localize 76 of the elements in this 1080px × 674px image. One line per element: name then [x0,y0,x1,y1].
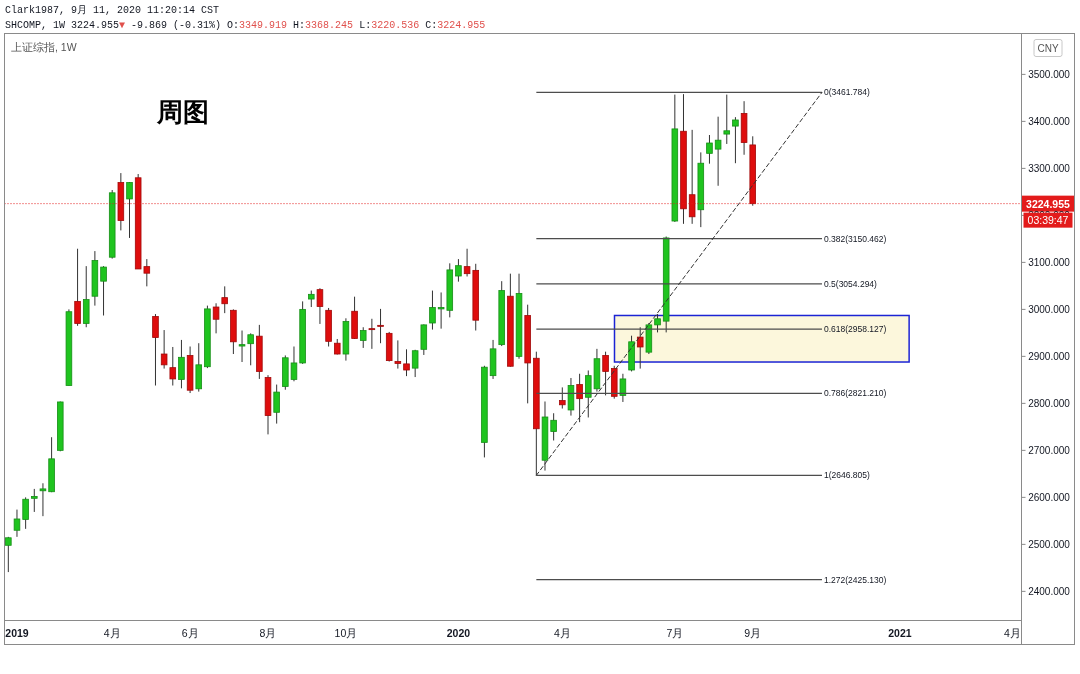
candlestick [273,384,280,425]
candlestick [359,326,367,349]
x-tick-label: 4月 [103,627,121,639]
y-tick-label: 3300.000 [1028,162,1071,174]
x-tick-label: 4月 [1003,627,1021,639]
candlestick [559,386,566,410]
candlestick [394,339,402,370]
candlestick [221,285,228,314]
candlestick [455,258,462,283]
ref-line-label: 0.382(3150.462) [823,233,887,244]
candlestick [126,181,133,239]
x-tick-label: 2019 [5,627,29,639]
candlestick [195,342,203,393]
candlestick [732,116,739,164]
y-axis-title: CNY [1037,42,1059,54]
text: 上证综指, 1W [11,41,77,53]
ref-line-label: 0.618(2958.127) [823,324,887,335]
candlestick [411,349,419,378]
candlestick [160,329,168,370]
candlestick [576,373,583,423]
candlestick [688,129,696,225]
y-tick-label: 2500.000 [1028,538,1071,550]
x-tick-label: 2021 [888,627,912,639]
candlestick [429,290,436,331]
candlestick [13,509,21,538]
candlestick [178,339,185,389]
ref-line-label: 3224.955 [1026,197,1071,210]
y-tick-label: 2600.000 [1028,491,1071,503]
candlestick [368,318,376,350]
y-tick-label: 2800.000 [1028,397,1071,409]
candlestick [723,94,731,145]
text: 周图 [156,97,209,127]
candlestick [74,248,81,327]
candlestick [82,265,90,328]
candlestick [39,482,47,517]
ref-line-label: 0.786(2821.210) [823,388,887,399]
ref-line-label: 0(3461.784) [823,87,870,98]
ref-line-label: 1(2646.805) [823,470,870,481]
candlestick [22,496,29,530]
y-tick-label: 3400.000 [1028,115,1071,127]
x-tick-label: 4月 [553,627,571,639]
currency-button: CNY [1033,39,1063,57]
candlestick [100,265,107,316]
y-tick-label: 3100.000 [1028,256,1071,268]
candlestick [247,332,254,366]
candlestick [152,313,159,387]
x-tick-label: 10月 [334,627,358,639]
x-tick-label: 6月 [181,627,199,639]
candlestick [654,313,661,333]
candlestick [316,287,324,325]
text: 03:39:47 [1027,214,1069,227]
candlestick [5,536,12,573]
y-tick-label: 3000.000 [1028,303,1071,315]
ref-line-label: 1.272(2425.130) [823,574,887,585]
x-tick-label: 8月 [259,627,277,639]
y-tick-label: 2700.000 [1028,444,1071,456]
candlestick [602,351,609,396]
candlestick [706,134,713,165]
x-tick-label: 7月 [666,627,684,639]
candlestick [714,116,722,187]
candlestick [238,330,246,363]
y-tick-label: 2400.000 [1028,585,1071,597]
candlestick [212,302,220,334]
text: SHCOMP, 1W 3224.955▼ -9.869 (-0.31%) O:3349.919 H:3368.245 L:3220.536 C:3224.955 [5,20,486,31]
candlestick [169,346,177,387]
x-tick-label: 2020 [446,627,471,639]
y-tick-label: 2900.000 [1028,350,1071,362]
x-tick-label: 9月 [744,627,762,639]
y-tick-label: 3500.000 [1028,68,1071,80]
ref-line-label: 0.5(3054.294) [823,278,878,289]
candlestick [619,373,627,403]
candlestick [31,488,38,513]
candlestick [377,308,384,344]
text: Clark1987, 9月 11, 2020 11:20:14 CST [5,5,220,16]
candlestick [636,326,644,370]
candlestick [403,348,410,377]
